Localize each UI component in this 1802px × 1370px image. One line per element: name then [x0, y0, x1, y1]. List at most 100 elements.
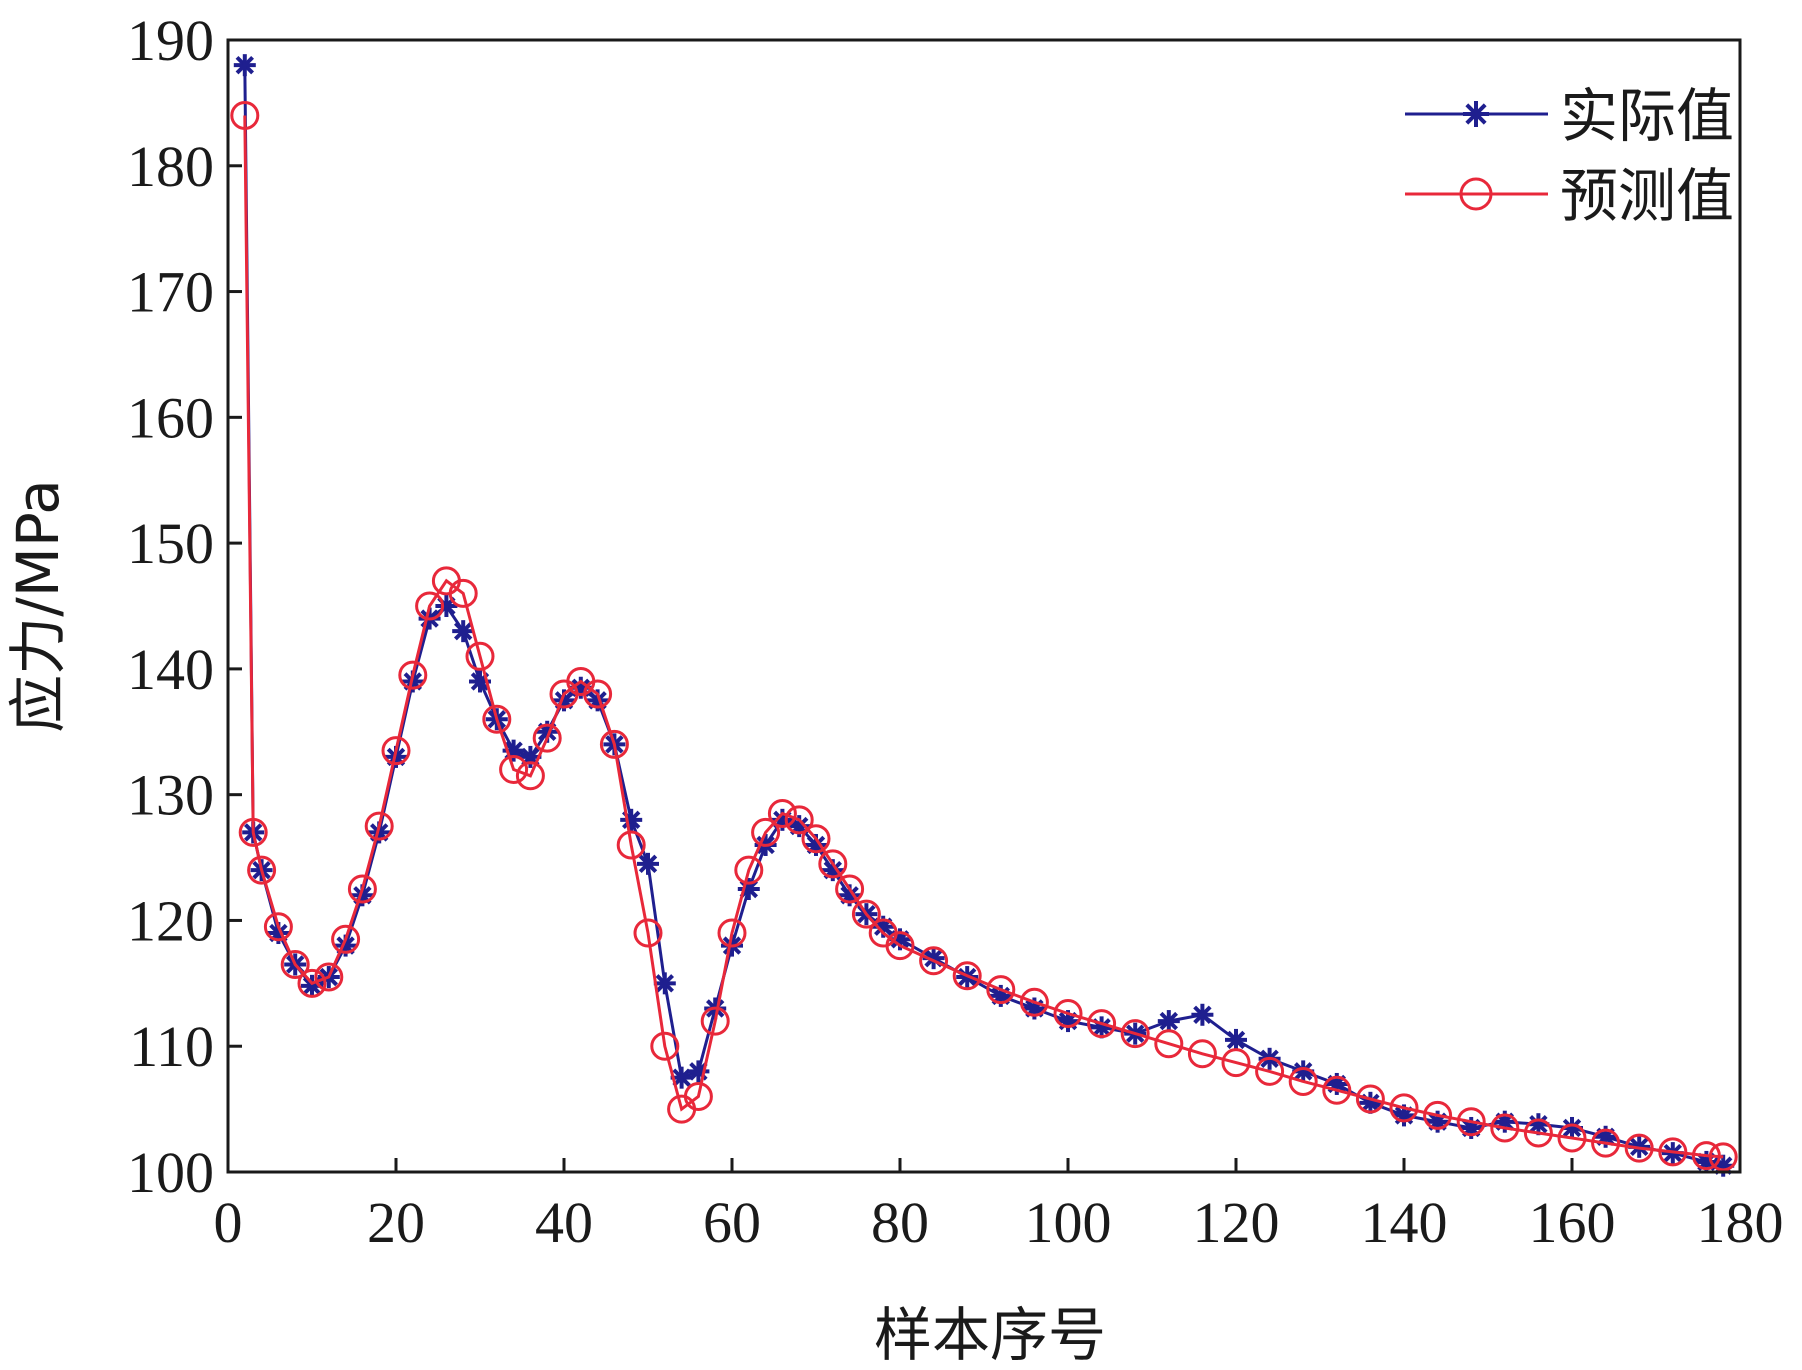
data-point-circle [1490, 1113, 1520, 1143]
data-point-asterisk [620, 808, 643, 831]
data-point-circle [1456, 1107, 1486, 1137]
data-point-circle [700, 1006, 730, 1036]
data-point-circle [734, 855, 764, 885]
data-point-circle [835, 874, 865, 904]
y-tick-label: 100 [127, 1140, 214, 1205]
data-point-circle [633, 918, 663, 948]
data-point-asterisk [653, 972, 676, 995]
data-point-circle [1288, 1066, 1318, 1096]
legend-circle-marker [1459, 177, 1493, 211]
data-point-circle [381, 736, 411, 766]
data-point-circle [1624, 1133, 1654, 1163]
data-point-circle [280, 949, 310, 979]
data-point-circle [986, 975, 1016, 1005]
data-point-circle [247, 855, 277, 885]
y-tick-label: 130 [127, 763, 214, 828]
data-point-circle [751, 817, 781, 847]
data-point-circle [1187, 1039, 1217, 1069]
data-point-circle [1557, 1123, 1587, 1153]
data-point-circle [919, 946, 949, 976]
data-point-circle [499, 755, 529, 785]
y-tick-label: 180 [127, 134, 214, 199]
data-point-asterisk [452, 620, 475, 643]
data-point-circle [851, 899, 881, 929]
legend-asterisk [1463, 101, 1489, 127]
data-point-circle [398, 660, 428, 690]
y-tick-label: 160 [127, 385, 214, 450]
data-point-asterisk [1191, 1003, 1214, 1026]
legend: 实际值 预测值 [1405, 82, 1734, 230]
data-point-circle [1355, 1084, 1385, 1114]
data-point-circle [415, 591, 445, 621]
data-point-circle [1691, 1141, 1721, 1171]
x-tick-label: 60 [703, 1190, 761, 1255]
data-point-asterisk [1225, 1028, 1247, 1051]
data-point-circle [767, 799, 797, 829]
x-tick-label: 0 [214, 1190, 243, 1255]
data-point-circle [297, 968, 327, 998]
data-point-circle [885, 931, 915, 961]
x-tick-label: 100 [1025, 1190, 1112, 1255]
x-axis: 0 20 40 60 80 100 120 140 160 180 [214, 1158, 1784, 1255]
data-point-circle [314, 962, 344, 992]
data-point-circle [1389, 1093, 1419, 1123]
y-tick-label: 140 [127, 637, 214, 702]
x-tick-label: 120 [1193, 1190, 1280, 1255]
data-point-asterisk [435, 595, 458, 617]
data-point-circle [347, 874, 377, 904]
data-point-circle [1658, 1137, 1688, 1167]
x-tick-label: 180 [1697, 1190, 1784, 1255]
series-actual [233, 54, 1735, 1177]
data-point-circle [818, 849, 848, 879]
legend-label-actual: 实际值 [1560, 82, 1734, 150]
y-tick-label: 190 [127, 8, 214, 73]
y-axis-label: 应力/MPa [4, 479, 72, 733]
data-point-asterisk [1527, 1113, 1550, 1136]
data-point-circle [717, 918, 747, 948]
data-point-circle [952, 961, 982, 991]
data-point-circle [784, 805, 814, 835]
data-point-circle [230, 100, 260, 130]
data-point-circle [650, 1031, 680, 1061]
x-tick-label: 140 [1361, 1190, 1448, 1255]
x-tick-label: 160 [1529, 1190, 1616, 1255]
data-point-circle [238, 817, 268, 847]
data-point-circle [482, 704, 512, 734]
data-point-circle [532, 723, 562, 753]
data-point-circle [1120, 1019, 1150, 1049]
data-point-circle [465, 641, 495, 671]
data-point-asterisk [637, 852, 659, 875]
legend-label-predicted: 预测值 [1560, 162, 1734, 230]
y-tick-label: 170 [127, 260, 214, 325]
data-point-circle [1708, 1142, 1738, 1172]
x-axis-label: 样本序号 [874, 1301, 1106, 1369]
series-layer [230, 54, 1738, 1177]
data-point-circle [599, 729, 629, 759]
data-point-circle [683, 1082, 713, 1112]
data-point-asterisk [1090, 1016, 1113, 1039]
data-point-circle [1423, 1100, 1453, 1130]
legend-item-actual: 实际值 [1405, 82, 1734, 150]
data-point-circle [1591, 1128, 1621, 1158]
x-tick-label: 20 [367, 1190, 425, 1255]
data-point-circle [1154, 1029, 1184, 1059]
x-tick-label: 40 [535, 1190, 593, 1255]
data-point-circle [331, 924, 361, 954]
data-point-circle [1087, 1009, 1117, 1039]
plot-frame [226, 38, 1742, 1174]
data-point-circle [801, 824, 831, 854]
y-axis: 100 110 120 130 140 150 160 170 180 190 [127, 8, 242, 1205]
data-point-circle [448, 578, 478, 608]
legend-asterisk-marker [1463, 101, 1489, 127]
data-point-circle [1322, 1075, 1352, 1105]
data-point-circle [1053, 999, 1083, 1029]
y-tick-label: 150 [127, 511, 214, 576]
data-point-circle [364, 811, 394, 841]
y-tick-label: 120 [127, 888, 214, 953]
data-point-circle [583, 679, 613, 709]
series-predicted [230, 100, 1738, 1172]
data-point-circle [1255, 1056, 1285, 1086]
data-point-asterisk [233, 54, 256, 77]
